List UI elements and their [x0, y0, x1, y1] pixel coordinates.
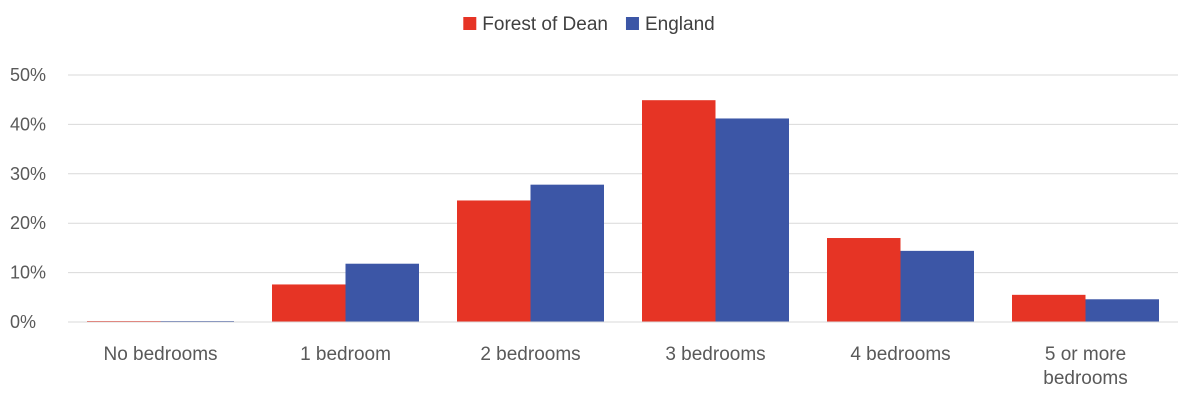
- y-axis-ticks: 0% 10% 20% 30% 40% 50%: [10, 65, 46, 332]
- x-tick-label: 1 bedroom: [300, 344, 391, 365]
- x-tick-label: 3 bedrooms: [665, 344, 765, 365]
- bar: [272, 284, 346, 322]
- y-tick-label: 50%: [10, 65, 46, 85]
- y-tick-label: 20%: [10, 213, 46, 233]
- legend-swatch: [463, 17, 477, 30]
- y-tick-label: 10%: [10, 263, 46, 283]
- legend-swatch: [625, 17, 639, 30]
- legend-label: England: [645, 14, 715, 35]
- bar: [715, 118, 789, 322]
- bar: [457, 200, 531, 322]
- bar: [530, 184, 604, 322]
- legend-label: Forest of Dean: [482, 14, 608, 35]
- bar: [1085, 299, 1159, 322]
- x-tick-label: 2 bedrooms: [480, 344, 580, 365]
- y-tick-label: 30%: [10, 164, 46, 184]
- gridlines: [68, 74, 1178, 274]
- bars: [87, 100, 1159, 322]
- x-tick-label: 4 bedrooms: [850, 344, 950, 365]
- x-tick-label: No bedrooms: [103, 344, 217, 365]
- bar: [642, 100, 716, 322]
- x-tick-label: 5 or more: [1045, 344, 1126, 365]
- bar: [1012, 294, 1086, 322]
- legend: Forest of Dean England: [463, 14, 715, 35]
- bar: [345, 263, 419, 322]
- bar: [827, 238, 901, 322]
- y-tick-label: 0%: [10, 312, 36, 332]
- y-tick-label: 40%: [10, 114, 46, 134]
- x-axis-ticks: No bedrooms 1 bedroom 2 bedrooms 3 bedrooms…: [103, 344, 1127, 389]
- x-tick-label: bedrooms: [1043, 368, 1128, 389]
- bar: [900, 250, 974, 322]
